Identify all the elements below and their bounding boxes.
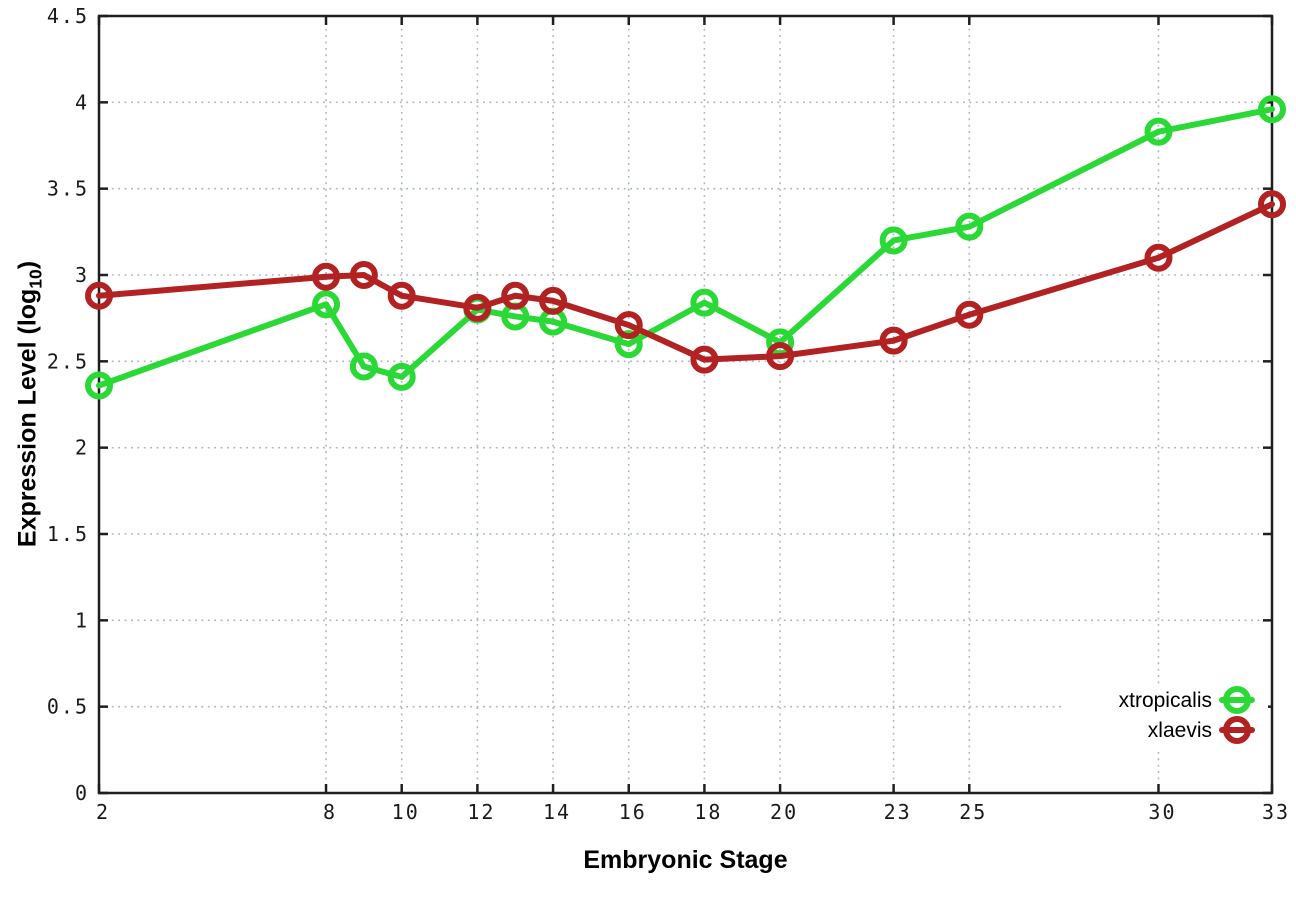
legend-marker-circle-xlaevis — [1223, 716, 1251, 744]
plot-border — [97, 14, 1274, 795]
y-tick-label: 3.5 — [47, 177, 89, 201]
y-axis-title-text: Expression Level (log — [13, 288, 42, 548]
data-point-xlaevis — [312, 262, 341, 291]
y-tick-label: 2 — [75, 436, 89, 460]
y-tick-label: 4.5 — [47, 4, 89, 28]
legend-label-xlaevis: xlaevis — [1148, 719, 1212, 742]
data-point-xlaevis — [539, 286, 568, 315]
data-point-xtropicalis — [349, 352, 378, 381]
data-point-xlaevis — [1144, 243, 1173, 272]
data-point-xlaevis — [766, 342, 795, 371]
data-point-xlaevis — [955, 300, 984, 329]
x-tick-label: 20 — [770, 800, 798, 824]
x-tick-label: 14 — [543, 800, 571, 824]
data-point-xlaevis — [501, 281, 530, 310]
legend-label-xtropicalis: xtropicalis — [1119, 689, 1212, 712]
legend-marker-circle-xtropicalis — [1223, 686, 1251, 714]
x-tick-label: 30 — [1148, 800, 1176, 824]
series-line-xlaevis — [96, 201, 1275, 363]
x-tick-label: 8 — [323, 800, 337, 824]
data-point-xlaevis — [387, 281, 416, 310]
data-point-xtropicalis — [614, 330, 643, 359]
data-point-xtropicalis — [879, 226, 908, 255]
data-point-xtropicalis — [85, 371, 113, 400]
data-point-xlaevis — [614, 311, 643, 340]
y-tick-label: 4 — [75, 90, 89, 114]
legend-row-xtropicalis: xtropicalis — [1119, 686, 1255, 714]
x-tick-label: 10 — [392, 800, 420, 824]
y-axis-title-subscript: 10 — [25, 269, 46, 289]
x-tick-label: 2 — [96, 800, 110, 824]
x-tick-label: 23 — [884, 800, 912, 824]
data-point-xlaevis — [463, 293, 492, 322]
y-tick-label: 1.5 — [47, 522, 89, 546]
data-point-xtropicalis — [1144, 117, 1173, 146]
x-tick-label: 33 — [1262, 800, 1290, 824]
data-point-xtropicalis — [1258, 95, 1286, 124]
x-axis-title: Embryonic Stage — [583, 846, 788, 874]
y-axis-title: Expression Level (log10) — [14, 261, 47, 547]
legend-row-xlaevis: xlaevis — [1148, 716, 1255, 744]
x-tick-label: 12 — [467, 800, 495, 824]
y-tick-label: 3 — [75, 263, 89, 287]
data-point-xtropicalis — [312, 290, 341, 319]
x-tick-label: 16 — [619, 800, 647, 824]
y-tick-label: 0 — [75, 781, 89, 805]
y-tick-label: 2.5 — [47, 349, 89, 373]
x-tick-label: 25 — [959, 800, 987, 824]
data-point-xlaevis — [690, 345, 719, 374]
y-axis-title-suffix: ) — [13, 260, 42, 270]
data-point-xlaevis — [1258, 190, 1286, 219]
data-point-xlaevis — [85, 281, 113, 310]
data-point-xtropicalis — [690, 288, 719, 317]
data-point-xtropicalis — [387, 362, 416, 391]
data-point-xlaevis — [879, 326, 908, 355]
legend: xtropicalis xlaevis — [1119, 686, 1255, 744]
series-line-xtropicalis — [96, 106, 1275, 389]
x-tick-label: 18 — [694, 800, 722, 824]
data-point-xtropicalis — [955, 212, 984, 241]
y-tick-label: 0.5 — [47, 695, 89, 719]
data-point-xlaevis — [349, 261, 378, 289]
y-tick-label: 1 — [75, 608, 89, 632]
